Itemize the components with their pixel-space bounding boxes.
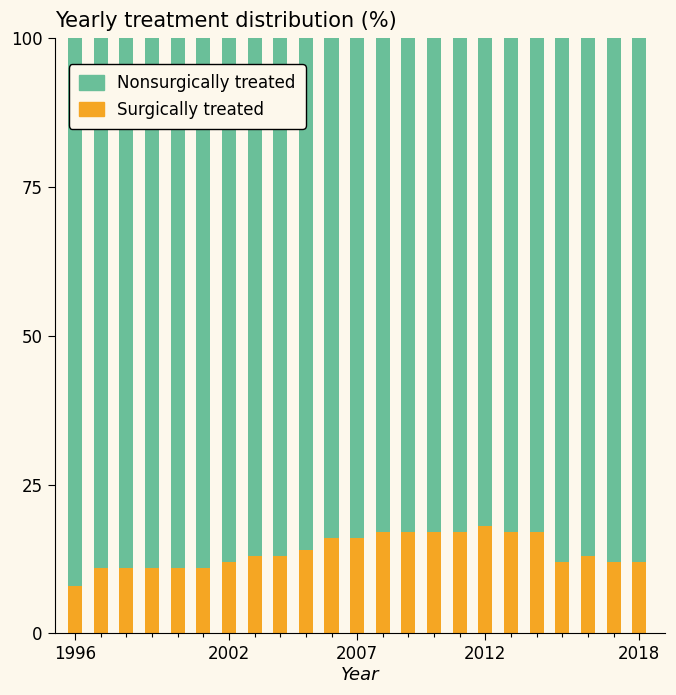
Bar [427, 532, 441, 633]
Bar [299, 550, 313, 633]
Bar [94, 568, 107, 633]
Bar [555, 38, 569, 562]
Bar [453, 38, 467, 532]
Bar [376, 532, 390, 633]
Bar [453, 532, 467, 633]
Bar [68, 38, 82, 586]
Bar [68, 586, 82, 633]
Bar [196, 38, 210, 568]
Bar [119, 568, 133, 633]
Bar [222, 38, 236, 562]
Bar [606, 38, 621, 562]
Bar [247, 38, 262, 556]
Bar [402, 38, 416, 532]
Bar [170, 38, 185, 568]
Bar [119, 38, 133, 568]
X-axis label: Year: Year [341, 666, 379, 684]
Bar [376, 38, 390, 532]
Bar [581, 38, 595, 556]
Bar [632, 562, 646, 633]
Bar [299, 38, 313, 550]
Bar [350, 538, 364, 633]
Bar [632, 38, 646, 562]
Bar [222, 562, 236, 633]
Bar [479, 38, 492, 526]
Bar [145, 38, 159, 568]
Bar [555, 562, 569, 633]
Bar [247, 556, 262, 633]
Bar [504, 532, 518, 633]
Bar [479, 526, 492, 633]
Bar [273, 556, 287, 633]
Bar [529, 532, 544, 633]
Bar [581, 556, 595, 633]
Bar [350, 38, 364, 538]
Bar [529, 38, 544, 532]
Bar [324, 538, 339, 633]
Bar [145, 568, 159, 633]
Bar [324, 38, 339, 538]
Bar [606, 562, 621, 633]
Text: Yearly treatment distribution (%): Yearly treatment distribution (%) [55, 11, 396, 31]
Bar [427, 38, 441, 532]
Legend: Nonsurgically treated, Surgically treated: Nonsurgically treated, Surgically treate… [69, 65, 306, 129]
Bar [402, 532, 416, 633]
Bar [196, 568, 210, 633]
Bar [170, 568, 185, 633]
Bar [94, 38, 107, 568]
Bar [273, 38, 287, 556]
Bar [504, 38, 518, 532]
